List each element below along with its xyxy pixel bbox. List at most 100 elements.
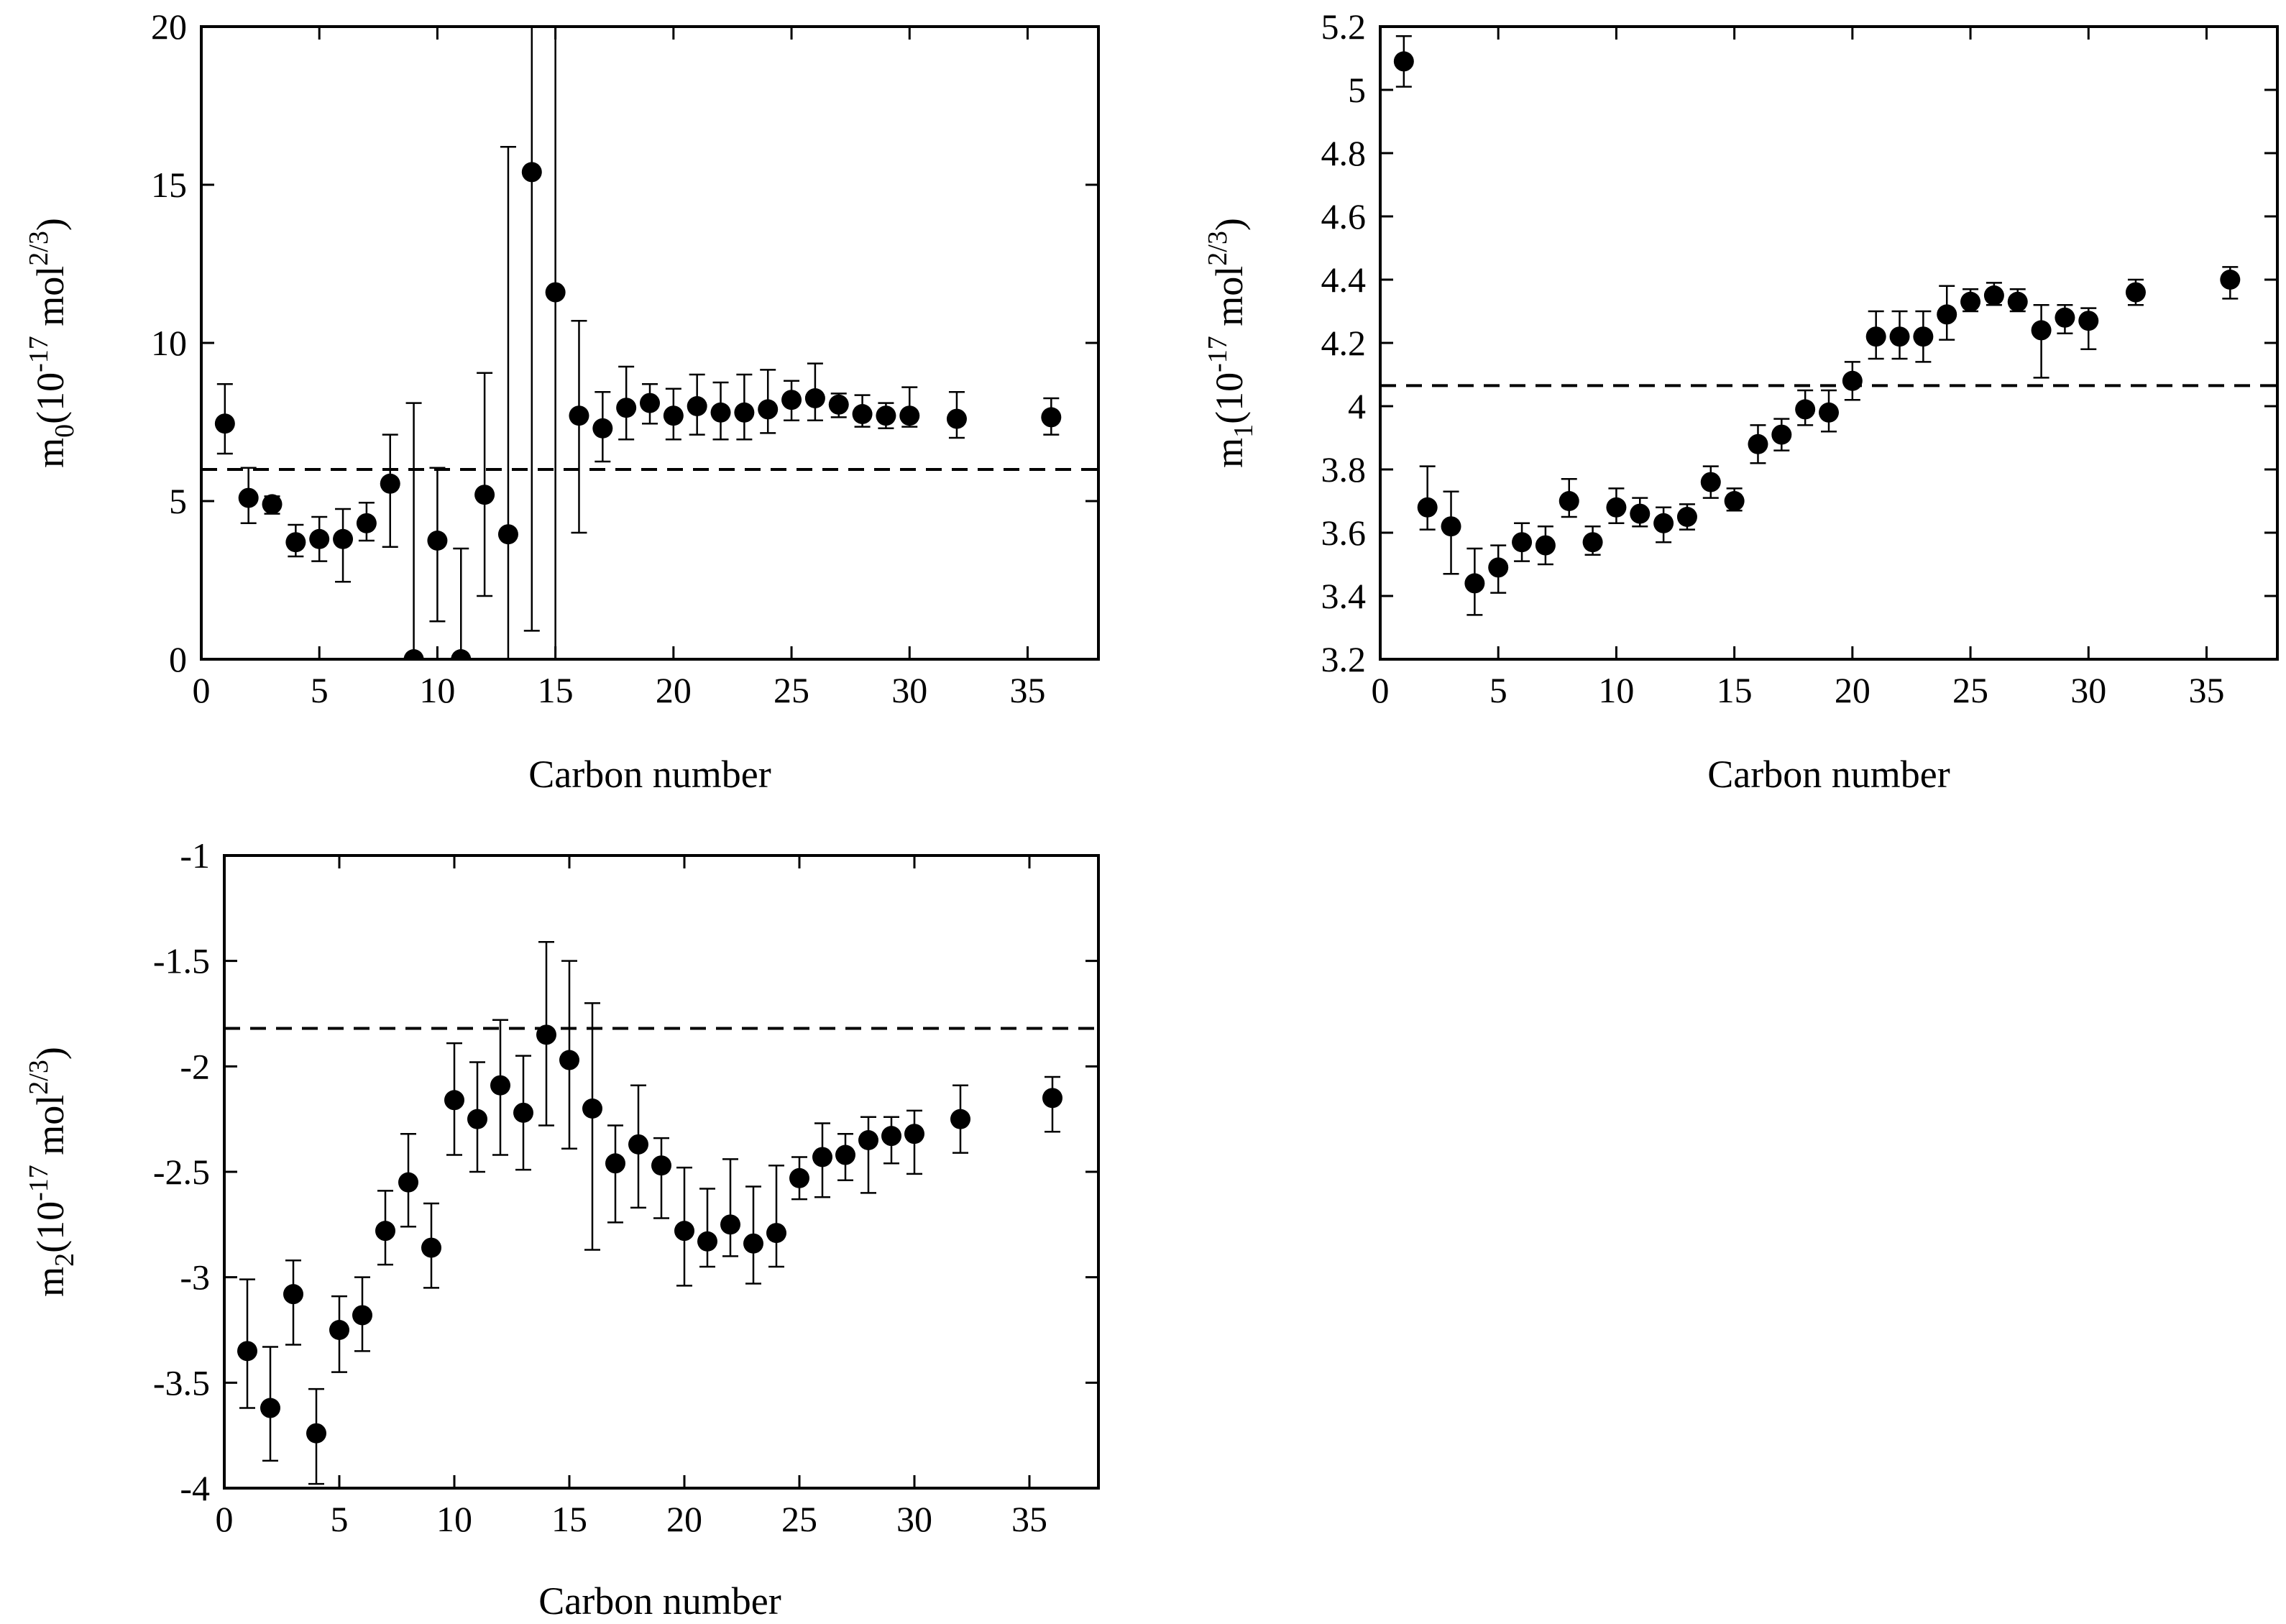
marker	[1724, 491, 1745, 511]
data-point	[569, 319, 589, 534]
x-tick-label: 10	[1598, 670, 1634, 710]
ticks-layer: 0 5 10 15 20 25 30 35 0 5 10 15 20	[151, 6, 1098, 710]
data-point	[582, 1002, 602, 1251]
marker	[697, 1231, 717, 1252]
data-point	[616, 365, 637, 441]
marker	[1559, 491, 1579, 511]
marker	[720, 1214, 740, 1235]
marker	[1889, 326, 1910, 347]
marker	[781, 390, 802, 410]
data-point	[1960, 288, 1981, 313]
y-tick-label: 5	[1348, 70, 1366, 110]
data-point	[835, 1132, 855, 1181]
marker	[946, 408, 967, 429]
data-point	[260, 1346, 280, 1462]
data-point	[766, 1164, 786, 1268]
marker	[1842, 370, 1863, 391]
marker	[881, 1126, 901, 1147]
marker	[2078, 311, 2099, 331]
x-tick-label: 5	[311, 670, 329, 710]
marker	[1700, 472, 1721, 492]
data-point	[2055, 303, 2075, 335]
y-tick-label: -4	[180, 1468, 210, 1508]
marker	[2125, 282, 2146, 303]
x-tick-label: 25	[1952, 670, 1988, 710]
x-tick-label: 30	[2070, 670, 2106, 710]
marker	[398, 1172, 418, 1193]
y-tick-label: 4.8	[1321, 133, 1367, 173]
marker	[1441, 516, 1461, 537]
panel-m0: 0 5 10 15 20 25 30 35 0 5 10 15 20 Carbon number m0(…	[24, 6, 1100, 796]
data-point	[789, 1156, 809, 1201]
marker	[260, 1398, 280, 1418]
data-point	[467, 1061, 487, 1173]
marker	[309, 528, 330, 549]
data-point	[828, 393, 849, 418]
data-point	[309, 515, 330, 562]
marker	[380, 473, 400, 494]
y-tick-label: 3.4	[1321, 576, 1367, 616]
x-tick-label: 35	[2188, 670, 2224, 710]
marker	[545, 282, 566, 303]
y-tick-label: 20	[151, 6, 187, 47]
marker	[734, 402, 755, 423]
data-point	[812, 1122, 832, 1198]
marker	[1606, 497, 1627, 518]
y-tick-label: 10	[151, 323, 187, 363]
data-point	[710, 381, 731, 441]
marks-layer	[237, 941, 1062, 1485]
y-tick-label: 5.2	[1321, 6, 1367, 47]
data-point	[1771, 418, 1792, 451]
marker	[1676, 507, 1697, 527]
x-tick-label: 5	[331, 1499, 349, 1539]
data-point	[881, 1116, 901, 1165]
data-point	[1417, 465, 1438, 531]
data-point	[375, 1190, 395, 1266]
marker	[262, 494, 283, 515]
y-tick-label: -1.5	[153, 941, 210, 981]
data-point	[674, 1166, 694, 1287]
data-point	[1842, 361, 1863, 401]
marker	[1819, 402, 1839, 423]
x-tick-label: 10	[419, 670, 455, 710]
marker	[1748, 433, 1768, 454]
x-tick-label: 20	[656, 670, 692, 710]
marker	[899, 405, 920, 426]
data-point	[521, 27, 542, 632]
data-point	[497, 145, 518, 659]
y-tick-label: -2.5	[153, 1152, 210, 1192]
data-point	[474, 372, 495, 597]
marker	[1865, 326, 1886, 347]
y-tick-label: -3	[180, 1257, 210, 1298]
ticks-layer: 0 5 10 15 20 25 30 35 3.2 3.4 3.6 3.8 4 4.2 4.4 4.6 4.8 5…	[1321, 6, 2277, 710]
data-point	[1042, 1075, 1062, 1133]
marker	[2055, 307, 2075, 328]
data-point	[490, 1019, 510, 1156]
marker	[852, 404, 873, 424]
data-point	[876, 402, 896, 430]
panel-m1: 0 5 10 15 20 25 30 35 3.2 3.4 3.6 3.8 4 4.2 4.4 4.6 4.8 5…	[1203, 6, 2279, 796]
y-tick-label: 4.6	[1321, 196, 1367, 237]
x-tick-label: 5	[1489, 670, 1507, 710]
x-tick-label: 15	[551, 1499, 587, 1539]
x-tick-label: 35	[1011, 1499, 1047, 1539]
marker	[1630, 503, 1651, 524]
data-point	[559, 960, 579, 1150]
y-axis-title: m1(10-17 mol2/3)	[1203, 218, 1259, 468]
data-point	[262, 494, 283, 515]
y-tick-label: 3.2	[1321, 639, 1367, 679]
marker	[1041, 407, 1062, 428]
marker	[375, 1221, 395, 1242]
data-point	[651, 1137, 671, 1219]
x-axis-title: Carbon number	[1707, 753, 1950, 796]
data-point	[237, 1278, 257, 1409]
marker	[356, 513, 377, 533]
marker	[804, 388, 825, 408]
data-point	[950, 1084, 970, 1154]
data-point	[1889, 310, 1910, 360]
data-point	[743, 1185, 763, 1285]
marker	[237, 1341, 257, 1362]
y-tick-label: 4.2	[1321, 323, 1367, 363]
x-tick-label: 25	[781, 1499, 817, 1539]
